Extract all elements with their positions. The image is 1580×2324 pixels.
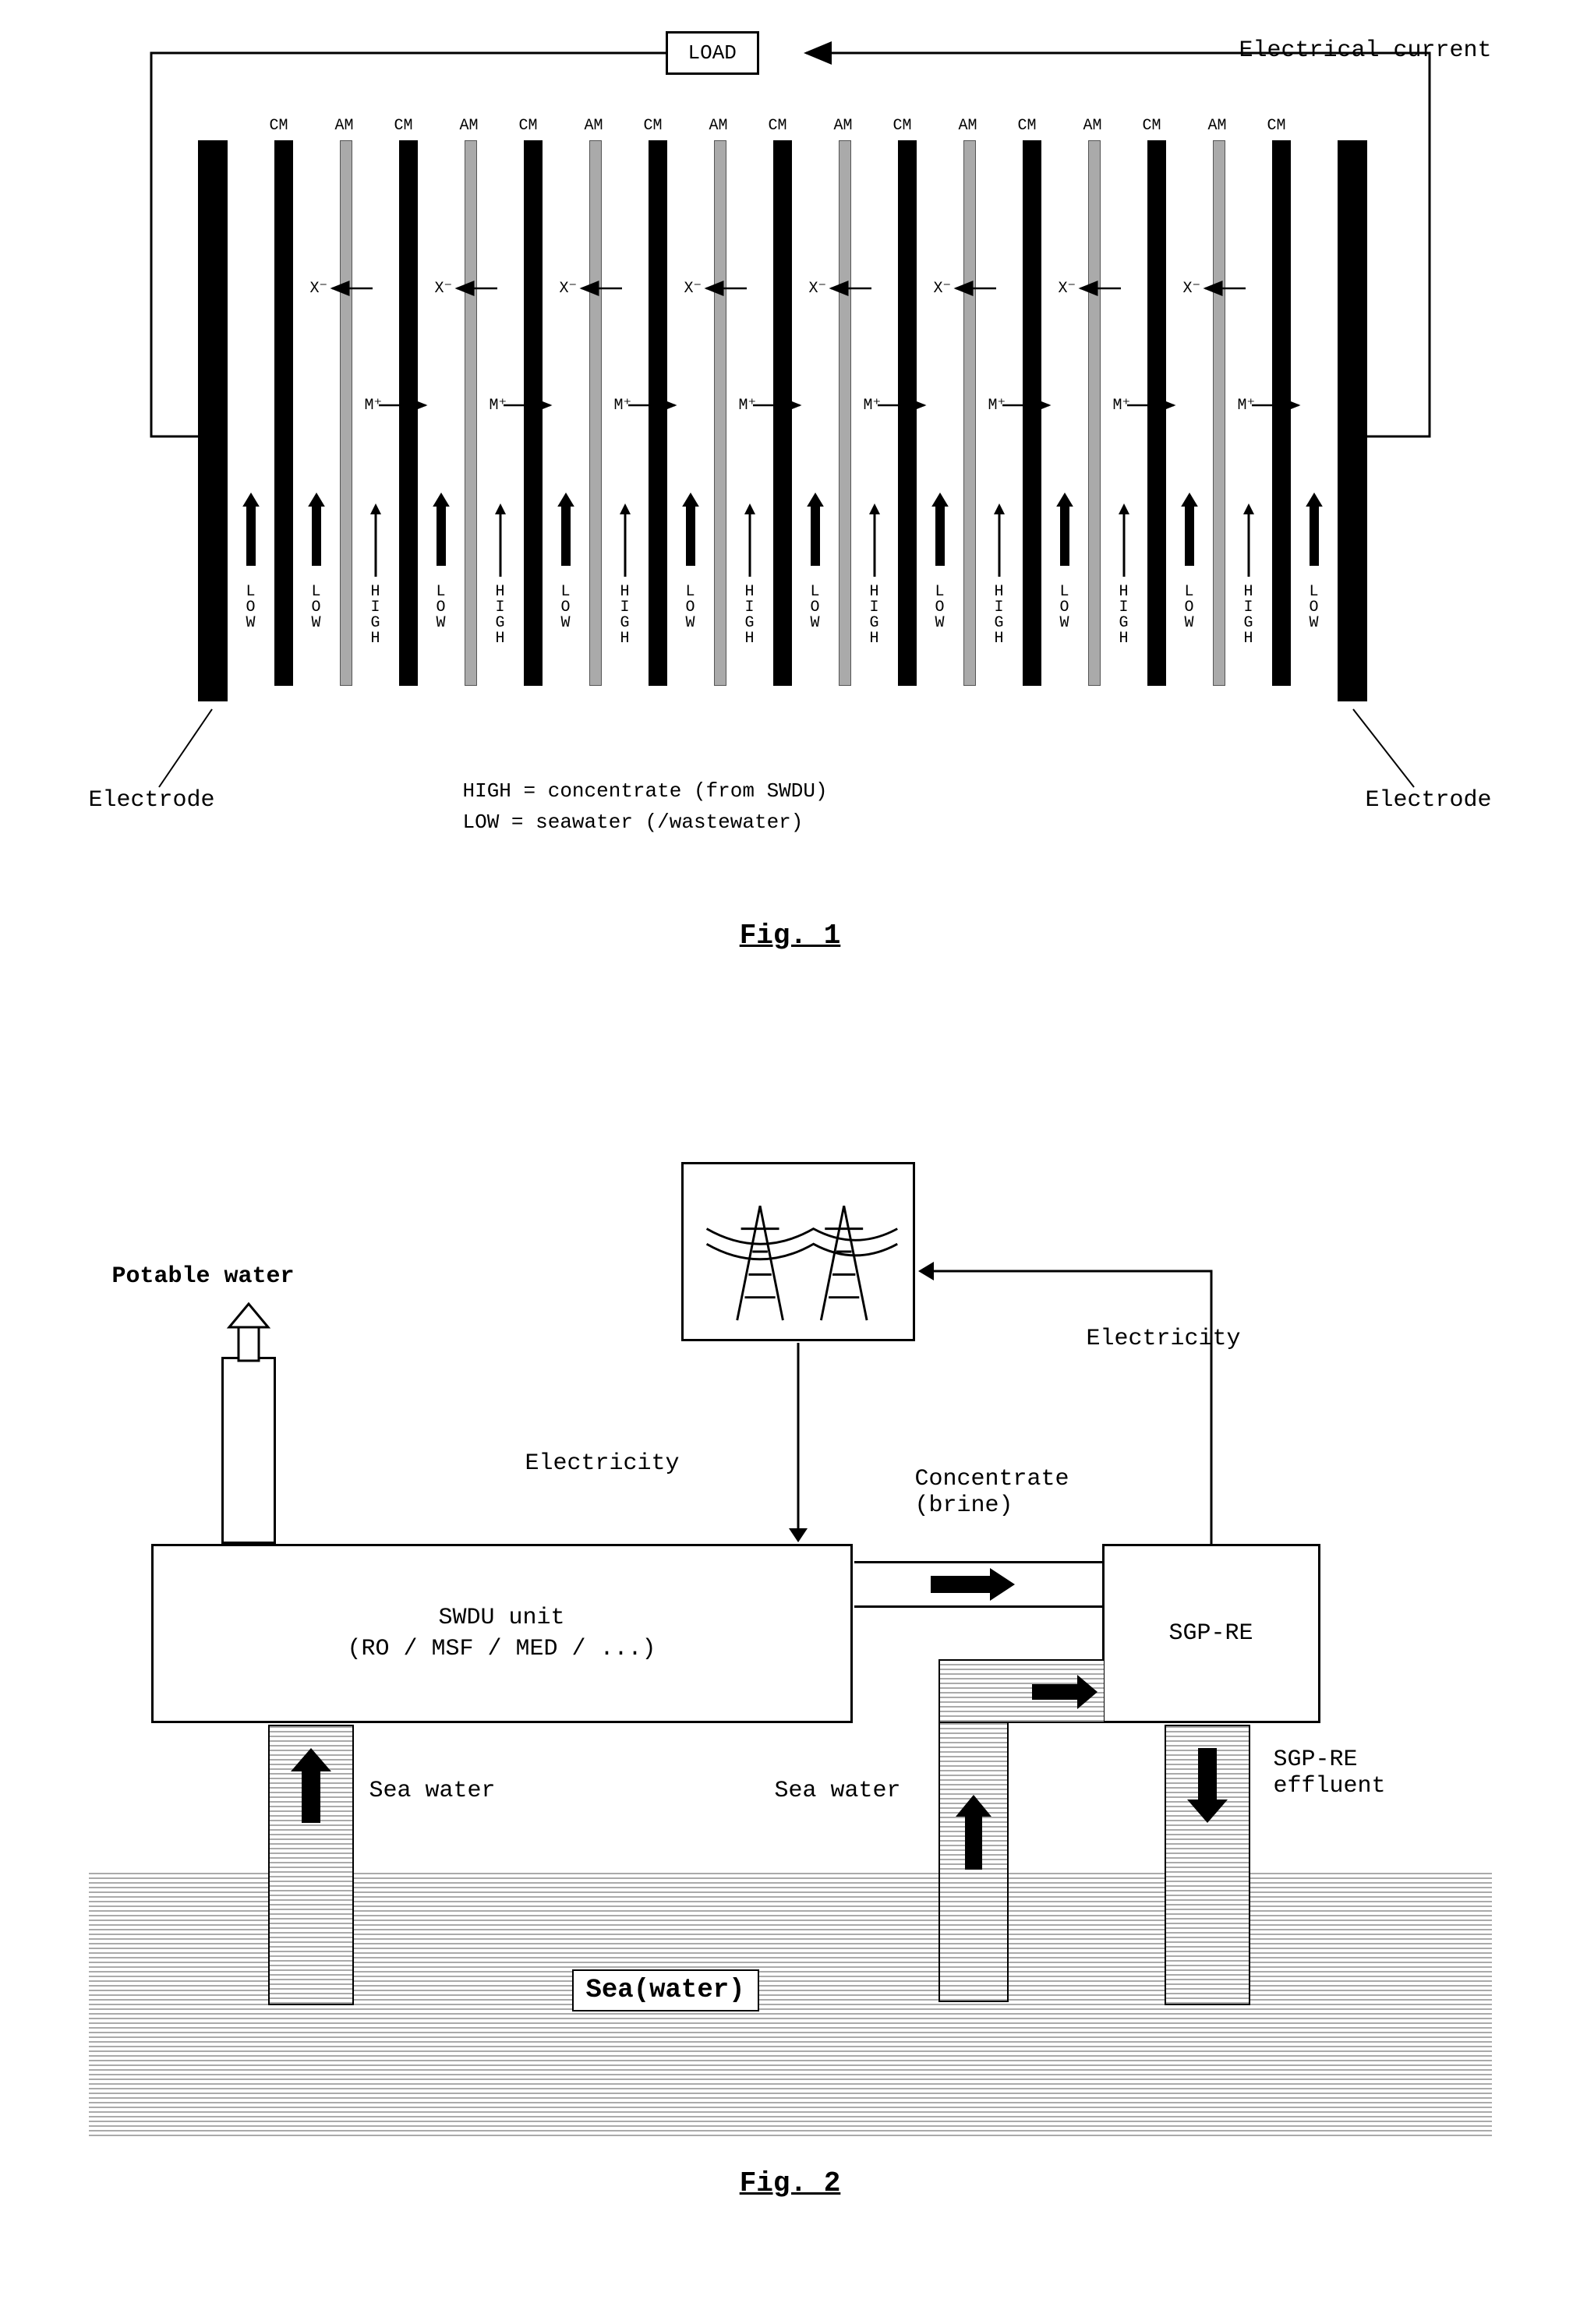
cm-label: CM [270,117,288,135]
electricity-down-arrow [775,1343,822,1544]
swdu-seawater-label: Sea water [369,1778,496,1804]
stack-arrows [198,140,1367,733]
electricity-out-arrow [917,1256,1306,1567]
cm-label: CM [769,117,787,135]
cm-label: CM [644,117,663,135]
am-label: AM [460,117,479,135]
am-label: AM [335,117,354,135]
load-label: LOAD [688,41,737,65]
cm-label: CM [1018,117,1037,135]
am-label: AM [1208,117,1227,135]
fig1-caption: Fig. 1 [50,920,1531,952]
potable-arrow [221,1302,276,1365]
sgp-effluent-label: SGP-RE effluent [1274,1747,1386,1800]
pylon-icon [691,1174,905,1330]
swdu-label: SWDU unit (RO / MSF / MED / ...) [347,1602,656,1665]
fig1-canvas: Electrical current LOAD [89,31,1492,888]
sgp-seawater-arrow-up [951,1793,996,1871]
cm-label: CM [1143,117,1161,135]
sgp-seawater-label: Sea water [775,1778,901,1804]
sea-label: Sea(water) [572,1969,759,2011]
am-label: AM [585,117,603,135]
sgp-seawater-arrow-right [1032,1673,1099,1709]
electricity-out-label: Electricity [1087,1326,1241,1352]
am-label: AM [1083,117,1102,135]
fig-2: Sea(water) SWDU unit (RO / MSF / MED / .… [50,1045,1531,2199]
sgp-label: SGP-RE [1168,1618,1253,1650]
cm-label: CM [893,117,912,135]
electrical-current-label: Electrical current [1239,37,1491,64]
electricity-down-label: Electricity [525,1450,680,1477]
swdu-seawater-arrow [286,1747,336,1824]
legend-high: HIGH = concentrate (from SWDU) [463,779,828,803]
sgp-effluent-arrow [1182,1747,1232,1824]
cm-label: CM [1267,117,1286,135]
cm-label: CM [519,117,538,135]
fig2-canvas: Sea(water) SWDU unit (RO / MSF / MED / .… [89,1045,1492,2136]
potable-label: Potable water [112,1263,295,1290]
fig-1: Electrical current LOAD [50,31,1531,952]
swdu-box: SWDU unit (RO / MSF / MED / ...) [151,1544,853,1723]
potable-pipe [221,1357,276,1544]
brine-arrow [931,1566,1016,1602]
fig2-caption: Fig. 2 [50,2167,1531,2199]
legend-low: LOW = seawater (/wastewater) [463,811,804,834]
am-label: AM [834,117,853,135]
load-box: LOAD [666,31,759,75]
membrane-stack: CMAMCMAMCMAMCMAMCMAMCMAMCMAMCMAMCMLOWHIG… [198,140,1367,717]
electrode-left-label: Electrode [89,787,215,814]
concentrate-label: Concentrate (brine) [915,1466,1069,1519]
cm-label: CM [394,117,413,135]
sgp-box: SGP-RE [1102,1544,1320,1723]
am-label: AM [709,117,728,135]
power-grid-icon [681,1162,915,1341]
electrode-right-label: Electrode [1365,787,1491,814]
am-label: AM [959,117,977,135]
